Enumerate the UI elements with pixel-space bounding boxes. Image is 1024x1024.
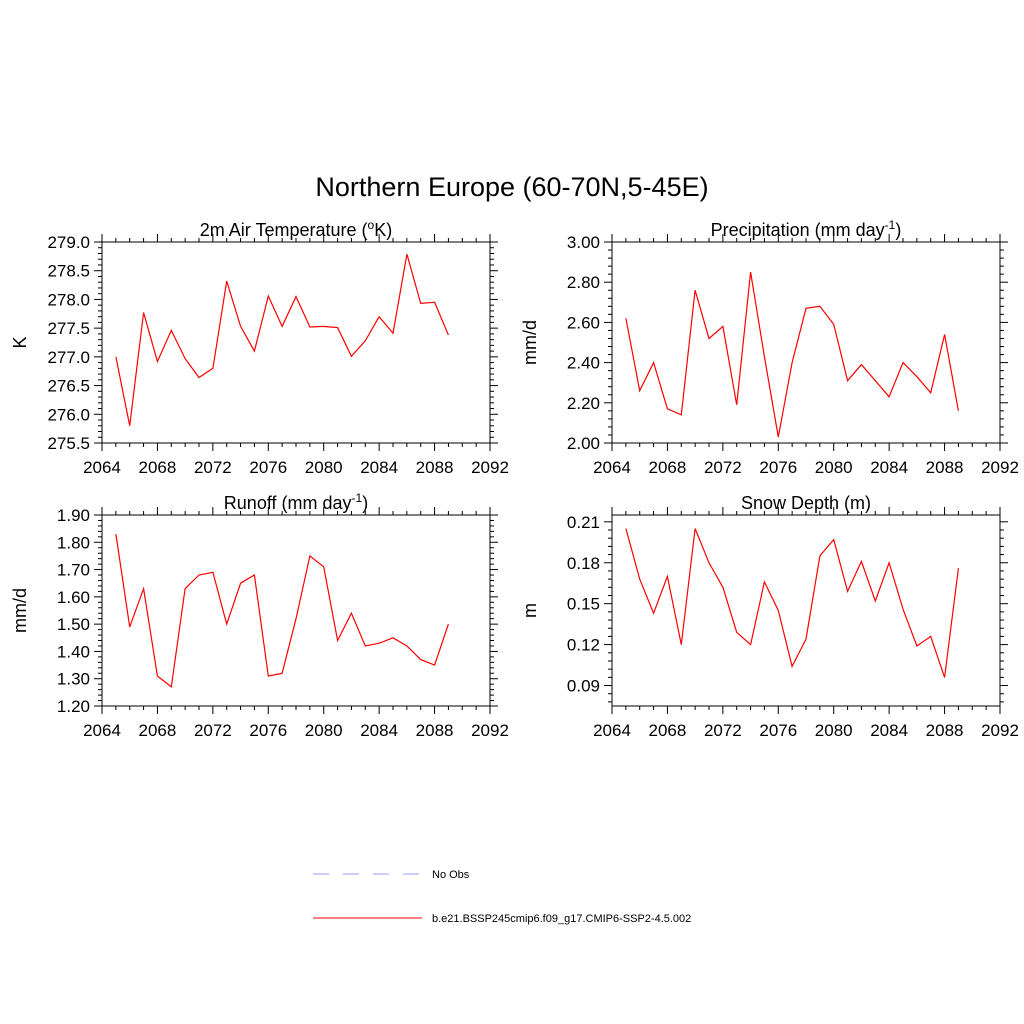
precipitation-series-line [625,272,959,438]
precipitation-x-tick-label: 2068 [649,458,687,477]
runoff-x-tick-label: 2072 [194,721,232,740]
runoff-x-tick-label: 2080 [305,721,343,740]
precipitation-y-tick-label: 2.20 [567,394,600,413]
runoff-x-tick-label: 2076 [249,721,287,740]
precipitation-x-tick-label: 2088 [926,458,964,477]
runoff-x-tick-label: 2084 [360,721,398,740]
precipitation-y-axis-label: mm/d [520,320,540,365]
temperature-y-tick-label: 279.0 [47,233,90,252]
panel-snow-depth: Snow Depth (m) m 2064 2068 2072 2076 2080 2084 2… [520,493,1019,740]
runoff-y-tick-label: 1.20 [57,697,90,716]
runoff-x-tick-label: 2064 [83,721,121,740]
temperature-y-tick-label: 277.5 [47,319,90,338]
temperature-x-tick-label: 2088 [416,458,454,477]
panel-temperature: 2m Air Temperature (oK) K 2064 2068 2072 2076… [10,218,509,477]
temperature-x-tick-label: 2084 [360,458,398,477]
snow-depth-plot-frame [611,514,1001,707]
panels: 2m Air Temperature (oK) K 2064 2068 2072 2076… [10,218,1019,740]
temperature-x-tick-label: 2068 [139,458,177,477]
temperature-x-tick-label: 2064 [83,458,121,477]
snow-depth-y-tick-label: 0.18 [567,554,600,573]
runoff-y-tick-label: 1.40 [57,642,90,661]
snow-depth-x-tick-label: 2092 [981,721,1019,740]
snow-depth-y-tick-label: 0.12 [567,636,600,655]
runoff-x-tick-label: 2092 [471,721,509,740]
temperature-y-tick-label: 276.5 [47,377,90,396]
snow-depth-y-tick-label: 0.09 [567,677,600,696]
runoff-y-tick-label: 1.60 [57,588,90,607]
precipitation-x-tick-label: 2084 [870,458,908,477]
precipitation-y-tick-label: 2.00 [567,434,600,453]
precipitation-panel-title: Precipitation (mm day-1) [711,218,902,240]
legend-label-1: No Obs [432,869,470,881]
snow-depth-y-axis-label: m [520,603,540,618]
temperature-y-tick-label: 277.0 [47,348,90,367]
runoff-y-tick-label: 1.70 [57,561,90,580]
precipitation-x-tick-label: 2076 [759,458,797,477]
snow-depth-x-tick-label: 2064 [593,721,631,740]
precipitation-plot-frame [611,241,1001,444]
runoff-plot-frame [101,514,491,707]
snow-depth-x-tick-label: 2084 [870,721,908,740]
temperature-y-axis-label: K [10,336,30,348]
snow-depth-y-tick-label: 0.21 [567,513,600,532]
temperature-y-tick-label: 276.0 [47,405,90,424]
temperature-x-tick-label: 2076 [249,458,287,477]
temperature-panel-title: 2m Air Temperature (oK) [200,218,392,240]
temperature-x-tick-label: 2080 [305,458,343,477]
runoff-y-tick-label: 1.50 [57,615,90,634]
temperature-y-tick-label: 278.5 [47,262,90,281]
runoff-x-tick-label: 2068 [139,721,177,740]
snow-depth-x-tick-label: 2068 [649,721,687,740]
precipitation-y-tick-label: 2.40 [567,354,600,373]
snow-depth-y-tick-label: 0.15 [567,595,600,614]
temperature-plot-frame [101,241,491,444]
temperature-y-tick-label: 278.0 [47,290,90,309]
legend-label-2: b.e21.BSSP245cmip6.f09_g17.CMIP6-SSP2-4.… [432,913,691,925]
snow-depth-x-tick-label: 2072 [704,721,742,740]
snow-depth-x-tick-label: 2088 [926,721,964,740]
precipitation-x-tick-label: 2092 [981,458,1019,477]
snow-depth-series-line [625,528,959,678]
precipitation-x-tick-label: 2080 [815,458,853,477]
precipitation-y-tick-label: 2.60 [567,313,600,332]
figure-title: Northern Europe (60-70N,5-45E) [315,172,708,202]
precipitation-y-tick-label: 2.80 [567,273,600,292]
runoff-panel-title: Runoff (mm day-1) [224,491,368,513]
temperature-series-line [115,253,449,426]
temperature-y-tick-label: 275.5 [47,434,90,453]
legend: No Obs b.e21.BSSP245cmip6.f09_g17.CMIP6-S… [313,869,691,925]
runoff-y-tick-label: 1.30 [57,670,90,689]
runoff-y-tick-label: 1.90 [57,506,90,525]
runoff-y-axis-label: mm/d [10,588,30,633]
panel-runoff: Runoff (mm day-1) mm/d 2064 2068 2072 2076 208… [10,491,509,740]
snow-depth-x-tick-label: 2080 [815,721,853,740]
runoff-series-line [115,534,449,689]
runoff-x-tick-label: 2088 [416,721,454,740]
temperature-x-tick-label: 2072 [194,458,232,477]
precipitation-x-tick-label: 2072 [704,458,742,477]
snow-depth-x-tick-label: 2076 [759,721,797,740]
precipitation-x-tick-label: 2064 [593,458,631,477]
temperature-x-tick-label: 2092 [471,458,509,477]
precipitation-y-tick-label: 3.00 [567,233,600,252]
panel-precipitation: Precipitation (mm day-1) mm/d 2064 2068 2072… [520,218,1019,477]
runoff-y-tick-label: 1.80 [57,533,90,552]
snow-depth-panel-title: Snow Depth (m) [741,493,871,513]
